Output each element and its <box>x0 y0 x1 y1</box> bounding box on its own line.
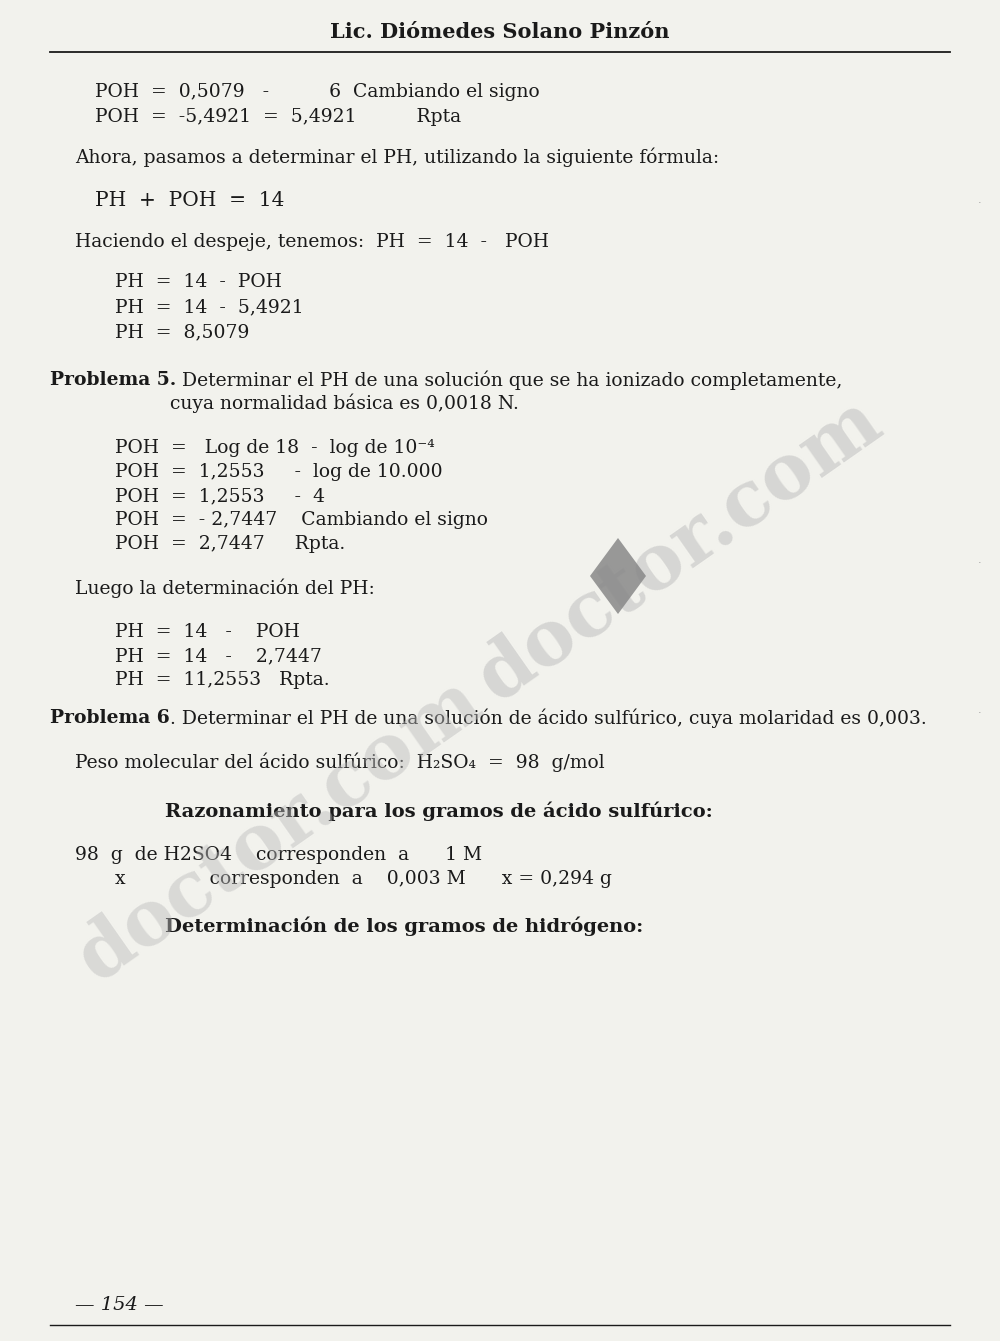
Text: POH  =  1,2553     -  log de 10.000: POH = 1,2553 - log de 10.000 <box>115 463 443 481</box>
Text: POH  =  2,7447     Rpta.: POH = 2,7447 Rpta. <box>115 535 345 552</box>
Text: POH  =  - 2,7447    Cambiando el signo: POH = - 2,7447 Cambiando el signo <box>115 511 488 528</box>
Polygon shape <box>590 538 646 614</box>
Text: Peso molecular del ácido sulfúrico:  H₂SO₄  =  98  g/mol: Peso molecular del ácido sulfúrico: H₂SO… <box>75 752 605 772</box>
Text: x              corresponden  a    0,003 M      x = 0,294 g: x corresponden a 0,003 M x = 0,294 g <box>115 870 612 888</box>
Text: .: . <box>978 194 982 205</box>
Text: Determinar el PH de una solución que se ha ionizado completamente,: Determinar el PH de una solución que se … <box>176 370 843 390</box>
Text: Determinación de los gramos de hidrógeno:: Determinación de los gramos de hidrógeno… <box>165 916 643 936</box>
Text: Ahora, pasamos a determinar el PH, utilizando la siguiente fórmula:: Ahora, pasamos a determinar el PH, utili… <box>75 148 719 166</box>
Text: Problema 6: Problema 6 <box>50 709 170 727</box>
Text: POH  =   Log de 18  -  log de 10⁻⁴: POH = Log de 18 - log de 10⁻⁴ <box>115 439 435 457</box>
Text: POH  =  0,5079   -          6  Cambiando el signo: POH = 0,5079 - 6 Cambiando el signo <box>95 83 540 101</box>
Text: .: . <box>978 705 982 715</box>
Text: PH  =  8,5079: PH = 8,5079 <box>115 323 249 341</box>
Text: 98  g  de H2SO4    corresponden  a      1 M: 98 g de H2SO4 corresponden a 1 M <box>75 846 482 864</box>
Text: doctor.com: doctor.com <box>464 384 896 716</box>
Text: PH  =  14  -  POH: PH = 14 - POH <box>115 274 282 291</box>
Text: PH  =  14   -    POH: PH = 14 - POH <box>115 624 300 641</box>
Text: .: . <box>978 555 982 565</box>
Text: POH  =  -5,4921  =  5,4921          Rpta: POH = -5,4921 = 5,4921 Rpta <box>95 109 461 126</box>
Text: Luego la determinación del PH:: Luego la determinación del PH: <box>75 578 375 598</box>
Text: PH  =  14   -    2,7447: PH = 14 - 2,7447 <box>115 646 322 665</box>
Text: cuya normalidad básica es 0,0018 N.: cuya normalidad básica es 0,0018 N. <box>170 393 519 413</box>
Text: Haciendo el despeje, tenemos:  PH  =  14  -   POH: Haciendo el despeje, tenemos: PH = 14 - … <box>75 233 549 251</box>
Text: PH  +  POH  =  14: PH + POH = 14 <box>95 190 284 209</box>
Text: — 154 —: — 154 — <box>75 1295 164 1314</box>
Text: PH  =  14  -  5,4921: PH = 14 - 5,4921 <box>115 298 304 316</box>
Text: POH  =  1,2553     -  4: POH = 1,2553 - 4 <box>115 487 325 506</box>
Text: Lic. Diómedes Solano Pinzón: Lic. Diómedes Solano Pinzón <box>330 21 670 42</box>
Text: Razonamiento para los gramos de ácido sulfúrico:: Razonamiento para los gramos de ácido su… <box>165 802 713 821</box>
Text: PH  =  11,2553   Rpta.: PH = 11,2553 Rpta. <box>115 670 330 689</box>
Text: doctor.com: doctor.com <box>64 664 496 996</box>
Text: . Determinar el PH de una solución de ácido sulfúrico, cuya molaridad es 0,003.: . Determinar el PH de una solución de ác… <box>170 708 926 728</box>
Text: Problema 5.: Problema 5. <box>50 371 176 389</box>
